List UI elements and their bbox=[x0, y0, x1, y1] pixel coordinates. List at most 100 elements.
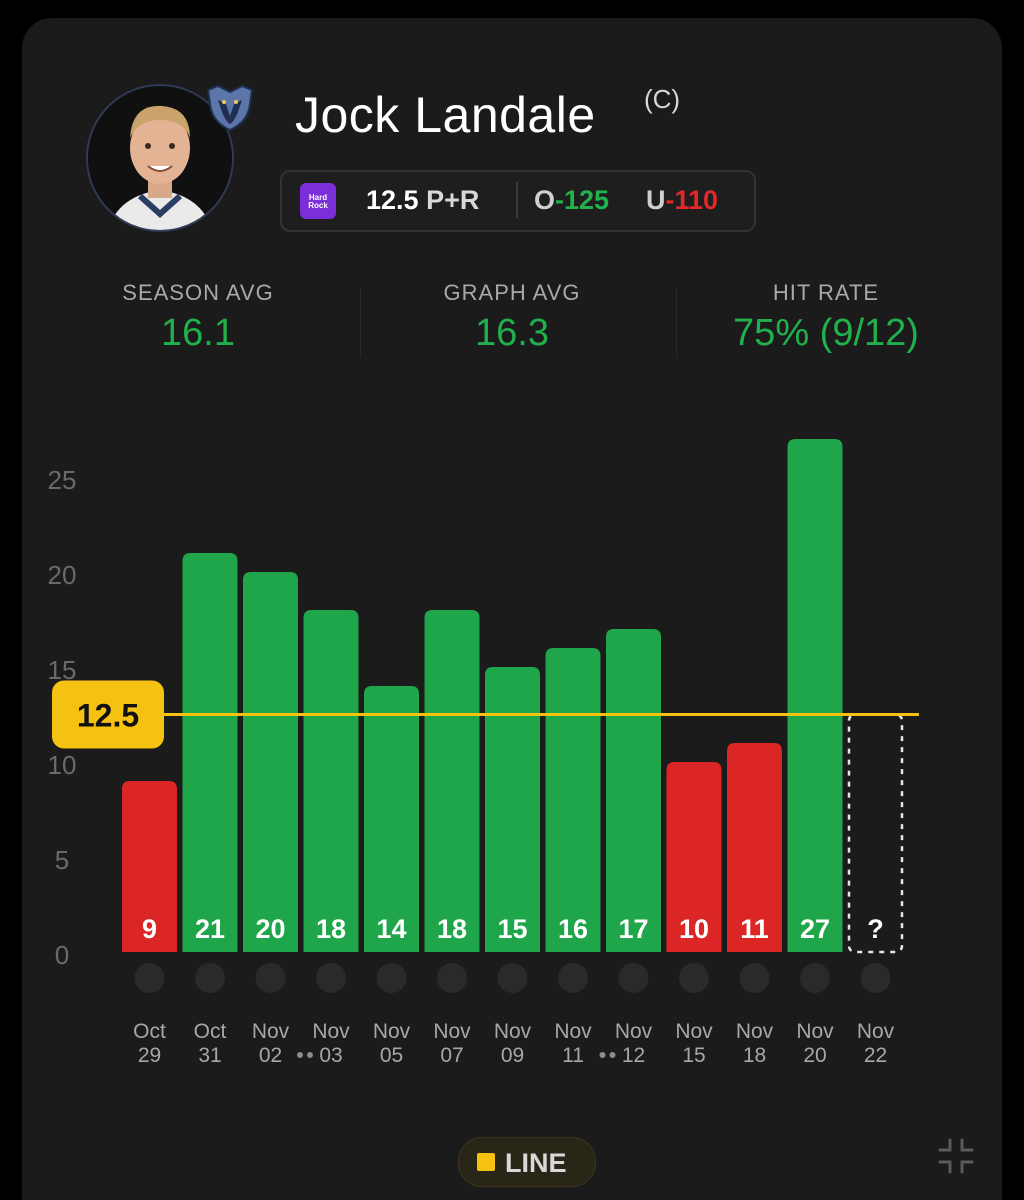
svg-text:Rock: Rock bbox=[308, 201, 328, 210]
season-avg-label: SEASON AVG bbox=[122, 280, 274, 305]
bar-value-label: 27 bbox=[800, 914, 830, 944]
game-date-day: 22 bbox=[864, 1044, 887, 1067]
line-legend-swatch bbox=[477, 1153, 495, 1171]
graph-avg-value: 16.3 bbox=[475, 312, 549, 354]
game-bar bbox=[303, 610, 359, 952]
game-date-month: Nov bbox=[373, 1020, 411, 1043]
prop-line-badge bbox=[52, 680, 164, 749]
bar-value-label: 14 bbox=[376, 914, 406, 944]
svg-text:Hard: Hard bbox=[309, 193, 327, 202]
game-date-month: Nov bbox=[857, 1020, 895, 1043]
game-date-month: Nov bbox=[796, 1020, 834, 1043]
celtics-logo bbox=[618, 963, 649, 993]
y-tick-label: 10 bbox=[48, 750, 77, 780]
game-date-month: Nov bbox=[615, 1020, 653, 1043]
bar-value-label: 11 bbox=[740, 914, 769, 944]
stat-divider bbox=[360, 288, 361, 358]
y-tick-label: 20 bbox=[48, 560, 77, 590]
prop-line: 12.5 P+R bbox=[366, 185, 479, 216]
stat-divider bbox=[676, 288, 677, 358]
game-bar bbox=[787, 439, 843, 952]
y-tick-label: 5 bbox=[55, 845, 69, 875]
bar-value-label: 16 bbox=[558, 914, 588, 944]
season-avg-value: 16.1 bbox=[161, 312, 235, 354]
thunder-logo bbox=[497, 963, 528, 993]
game-date-day: 07 bbox=[440, 1044, 463, 1067]
bar-value-label: 20 bbox=[255, 914, 285, 944]
bar-value-label: 21 bbox=[195, 914, 225, 944]
kings-logo bbox=[800, 963, 830, 993]
prop-line-value: 12.5 bbox=[366, 185, 419, 215]
bar-value-label: 10 bbox=[679, 914, 709, 944]
game-date-day: 18 bbox=[743, 1044, 766, 1067]
lakers-logo bbox=[195, 963, 225, 993]
game-date-day: 05 bbox=[380, 1044, 403, 1067]
game-date-day: 03 bbox=[319, 1044, 342, 1067]
hit-rate-value: 75% (9/12) bbox=[733, 312, 919, 354]
game-bar bbox=[243, 572, 298, 952]
y-tick-label: 15 bbox=[48, 655, 77, 685]
bar-value-label: 9 bbox=[142, 914, 157, 944]
spurs-logo bbox=[739, 963, 770, 993]
cavaliers-logo bbox=[679, 963, 709, 993]
game-date-month: Nov bbox=[675, 1020, 713, 1043]
over-label: O bbox=[534, 185, 556, 215]
position-badge: (C) bbox=[644, 84, 681, 114]
suns-logo bbox=[134, 963, 165, 993]
bar-value-label: 18 bbox=[437, 914, 467, 944]
raptors-logo bbox=[255, 963, 286, 993]
game-date-day: 31 bbox=[198, 1044, 221, 1067]
game-date-month: Oct bbox=[194, 1020, 227, 1043]
line-legend-label: LINE bbox=[505, 1148, 567, 1178]
game-date-day: 20 bbox=[803, 1044, 826, 1067]
game-date-month: Nov bbox=[736, 1020, 774, 1043]
bar-value-label: 18 bbox=[316, 914, 346, 944]
game-bar bbox=[606, 629, 661, 952]
game-date-month: Oct bbox=[133, 1020, 166, 1043]
back-to-back-dot bbox=[599, 1052, 606, 1058]
odds-divider bbox=[516, 182, 518, 218]
game-date-day: 02 bbox=[259, 1044, 282, 1067]
game-date-month: Nov bbox=[252, 1020, 290, 1043]
game-bar bbox=[424, 610, 480, 952]
prop-line-unit: P+R bbox=[426, 185, 480, 215]
game-bar bbox=[485, 667, 540, 952]
hard-rock-bet-logo: Hard Rock bbox=[300, 183, 336, 219]
hit-rate-label: HIT RATE bbox=[772, 280, 880, 305]
collapse-icon[interactable] bbox=[936, 1136, 976, 1176]
odds-panel[interactable]: Hard Rock 12.5 P+R O-125 U-110 bbox=[280, 170, 756, 232]
under-label: U bbox=[646, 185, 666, 215]
game-date-day: 11 bbox=[562, 1044, 584, 1067]
graph-avg-label: GRAPH AVG bbox=[443, 280, 581, 305]
bar-value-label: ? bbox=[867, 914, 884, 944]
game-date-day: 12 bbox=[622, 1044, 645, 1067]
game-bar bbox=[122, 781, 177, 952]
under-odds-value: -110 bbox=[665, 185, 719, 215]
game-bar bbox=[545, 648, 601, 952]
over-odds[interactable]: O-125 bbox=[534, 185, 609, 216]
player-avatar[interactable] bbox=[86, 84, 234, 232]
bar-value-label: 15 bbox=[497, 914, 527, 944]
game-date-month: Nov bbox=[554, 1020, 592, 1043]
pistons-logo bbox=[316, 963, 346, 993]
game-date-day: 29 bbox=[138, 1044, 161, 1067]
back-to-back-dot bbox=[297, 1052, 303, 1058]
graph-avg-stat: GRAPH AVG 16.3 bbox=[362, 280, 662, 355]
game-bar bbox=[364, 686, 419, 952]
game-bar bbox=[727, 743, 782, 952]
back-to-back-dot bbox=[307, 1052, 313, 1058]
mavericks-logo bbox=[860, 963, 891, 993]
game-bar bbox=[666, 762, 722, 952]
game-date-month: Nov bbox=[312, 1020, 350, 1043]
under-odds[interactable]: U-110 bbox=[646, 185, 718, 216]
line-legend-toggle[interactable]: LINE bbox=[458, 1137, 596, 1187]
player-name: Jock Landale bbox=[295, 87, 596, 143]
y-tick-label: 25 bbox=[48, 465, 77, 495]
season-avg-stat: SEASON AVG 16.1 bbox=[48, 280, 348, 355]
hit-rate-stat: HIT RATE 75% (9/12) bbox=[676, 280, 976, 355]
y-tick-label: 0 bbox=[55, 940, 69, 970]
game-date-month: Nov bbox=[433, 1020, 471, 1043]
bar-value-label: 17 bbox=[618, 914, 648, 944]
game-bar bbox=[182, 553, 238, 952]
